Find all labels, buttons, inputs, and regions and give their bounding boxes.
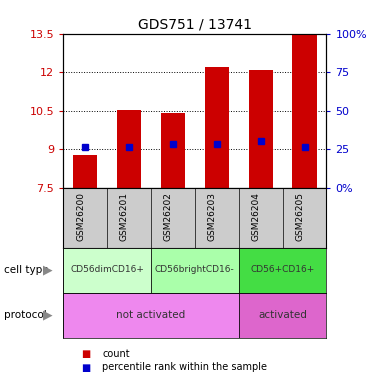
Text: activated: activated (258, 310, 307, 320)
Bar (239, 292, 326, 338)
Text: cell type: cell type (4, 265, 48, 275)
Text: ▶: ▶ (43, 264, 53, 276)
Text: count: count (102, 350, 129, 359)
Text: GSM26200: GSM26200 (76, 192, 85, 241)
Text: ■: ■ (82, 350, 91, 359)
Text: GSM26202: GSM26202 (164, 192, 173, 241)
Bar (73, 156, 97, 188)
Bar (151, 248, 239, 292)
Bar (249, 70, 273, 188)
Text: CD56brightCD16-: CD56brightCD16- (155, 266, 234, 274)
Bar (63, 292, 239, 338)
Bar (292, 35, 316, 188)
Bar (117, 110, 141, 188)
Text: GSM26205: GSM26205 (296, 192, 305, 241)
Bar (205, 67, 229, 188)
Bar (239, 248, 326, 292)
Bar (63, 248, 151, 292)
Text: protocol: protocol (4, 310, 46, 320)
Text: percentile rank within the sample: percentile rank within the sample (102, 363, 267, 372)
Text: GSM26204: GSM26204 (252, 192, 261, 241)
Bar (161, 112, 185, 188)
Text: not activated: not activated (116, 310, 186, 320)
Title: GDS751 / 13741: GDS751 / 13741 (138, 17, 252, 31)
Text: GSM26201: GSM26201 (120, 192, 129, 241)
Text: ■: ■ (82, 363, 91, 372)
Text: CD56+CD16+: CD56+CD16+ (250, 266, 315, 274)
Text: ▶: ▶ (43, 309, 53, 321)
Text: CD56dimCD16+: CD56dimCD16+ (70, 266, 144, 274)
Text: GSM26203: GSM26203 (208, 192, 217, 241)
